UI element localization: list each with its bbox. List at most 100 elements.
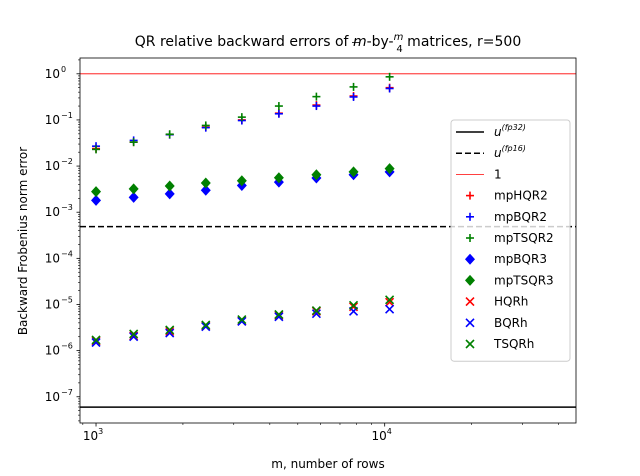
plot-frame [79, 57, 577, 424]
y-tick-label: 10 [45, 344, 60, 358]
point-mptsqr3-4 [236, 175, 247, 187]
point-tsqrh-7 [348, 300, 359, 310]
point-mpbqr2-5 [274, 109, 283, 118]
y-tick-label: 10 [45, 251, 60, 265]
title-middle: -by- [367, 34, 394, 50]
y-tick-exponent: −3 [61, 203, 73, 212]
legend-entry-mptsqr2: mpTSQR2 [466, 231, 554, 245]
legend-label-1: 1 [494, 167, 502, 181]
chart-title: QR relative backward errors of m-by-m 4 m… [135, 32, 522, 55]
point-tsqrh-0 [91, 335, 101, 345]
legend-entry-mptsqr3: mpTSQR3 [465, 273, 554, 287]
y-tick-exponent: −2 [61, 157, 73, 166]
point-mpbqr3-2 [164, 188, 175, 200]
point-mptsqr2-1 [129, 138, 138, 147]
y-tick-label: 10 [45, 113, 60, 127]
point-mptsqr2-7 [349, 82, 358, 91]
point-tsqrh-3 [201, 320, 211, 330]
point-mptsqr3-7 [348, 166, 359, 178]
legend-entry-u-fp16: u(fp16) [456, 144, 526, 160]
point-tsqrh-6 [311, 305, 321, 316]
point-mptsqr3-5 [273, 172, 284, 184]
point-tsqrh-8 [385, 295, 395, 305]
plot-area [80, 72, 576, 408]
point-bqrh-8 [385, 304, 395, 314]
legend-label-tsqrh: TSQRh [493, 337, 534, 351]
legend-marker-hqrh [465, 297, 475, 307]
legend-marker-mptsqr3 [465, 274, 475, 286]
y-tick-label: 10 [45, 67, 60, 81]
legend-marker-mphqr2 [466, 191, 474, 200]
point-mptsqr2-0 [92, 145, 101, 154]
legend-entry-hqrh: HQRh [465, 295, 528, 309]
point-mptsqr2-5 [274, 102, 283, 111]
legend-label-u-fp32: u(fp32) [494, 123, 526, 139]
point-tsqrh-5 [274, 309, 284, 319]
y-tick-exponent: −1 [61, 111, 73, 120]
legend-marker-tsqrh [465, 339, 475, 349]
point-mptsqr2-3 [201, 121, 210, 130]
series-mptsqr2 [92, 72, 394, 154]
y-tick-exponent: −5 [61, 295, 73, 304]
legend: u(fp32) u(fp16) 1 mpHQR2 mpBQR2 mpTSQR2 mpBQR3… [450, 119, 571, 362]
point-bqrh-6 [311, 309, 321, 319]
y-tick-exponent: −6 [61, 342, 73, 351]
point-bqrh-1 [129, 332, 139, 342]
title-m: m [353, 34, 367, 50]
y-tick-label: 10 [45, 390, 60, 404]
point-mptsqr2-4 [237, 113, 246, 122]
title-suffix: matrices, r=500 [403, 34, 522, 50]
point-tsqrh-2 [165, 325, 175, 335]
legend-marker-mpbqr3 [465, 253, 475, 265]
legend-label-u-fp16: u(fp16) [494, 144, 526, 160]
x-tick-label: 103 [83, 427, 103, 443]
title-prefix: QR relative backward errors of [135, 34, 353, 50]
point-mptsqr3-8 [384, 163, 395, 175]
point-mptsqr3-2 [164, 180, 175, 192]
legend-label-mpbqr2: mpBQR2 [494, 210, 547, 224]
legend-entry-bqrh: BQRh [465, 316, 528, 330]
legend-frame [450, 119, 571, 362]
point-hqrh-2 [165, 326, 175, 337]
legend-marker-mptsqr2 [466, 234, 474, 242]
legend-marker-mpbqr2 [466, 212, 474, 221]
point-bqrh-3 [201, 322, 211, 332]
point-mptsqr3-6 [311, 169, 322, 181]
point-mptsqr3-1 [128, 183, 139, 195]
legend-label-bqrh: BQRh [494, 316, 528, 330]
point-mpbqr3-3 [200, 184, 211, 196]
legend-entry-tsqrh: TSQRh [465, 337, 534, 351]
x-tick-label: 104 [371, 427, 391, 443]
point-hqrh-0 [91, 336, 101, 346]
point-mpbqr3-1 [128, 191, 139, 203]
y-tick-exponent: 0 [61, 65, 66, 74]
point-mpbqr3-0 [91, 194, 102, 206]
point-hqrh-8 [385, 297, 395, 307]
series-tsqrh [91, 295, 395, 345]
point-mptsqr2-2 [165, 130, 174, 139]
y-tick-exponent: −7 [61, 388, 73, 397]
legend-marker-bqrh [465, 318, 475, 328]
legend-label-mpbqr3: mpBQR3 [494, 252, 547, 266]
point-bqrh-5 [274, 312, 284, 322]
point-bqrh-0 [91, 337, 101, 348]
point-bqrh-4 [237, 316, 247, 326]
legend-label-mptsqr2: mpTSQR2 [494, 231, 554, 245]
y-tick-label: 10 [45, 205, 60, 219]
point-tsqrh-4 [237, 315, 247, 325]
point-mpbqr2-8 [385, 84, 394, 93]
title-frac-num: m [394, 32, 404, 43]
y-tick-label: 10 [45, 297, 60, 311]
point-mpbqr2-7 [349, 92, 358, 101]
legend-entry-u-fp32: u(fp32) [456, 123, 526, 139]
legend-label-mphqr2: mpHQR2 [494, 189, 548, 203]
title-frac-den: 4 [396, 44, 402, 55]
point-mptsqr2-6 [312, 92, 321, 101]
legend-entry-mpbqr3: mpBQR3 [465, 252, 547, 266]
point-mpbqr2-6 [312, 102, 321, 111]
legend-entry-mphqr2: mpHQR2 [466, 189, 548, 203]
legend-entry-1: 1 [456, 167, 502, 181]
